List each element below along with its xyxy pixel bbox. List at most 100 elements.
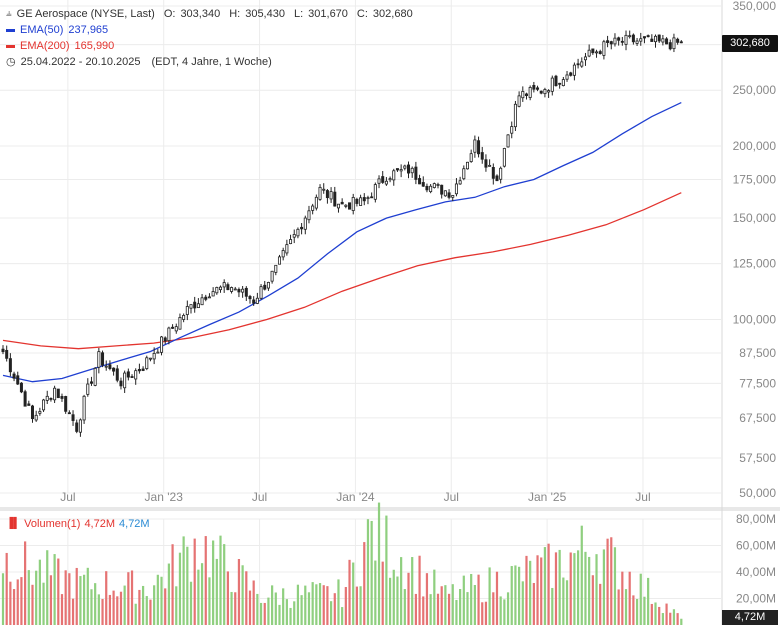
volume-bar xyxy=(529,560,532,625)
candle-body xyxy=(215,287,219,294)
ema50-polyline xyxy=(2,102,682,383)
volume-bar xyxy=(60,594,64,625)
chart-legend: ⫨ GE Aerospace (NYSE, Last) O: 303,340 H… xyxy=(6,6,413,70)
candle-body xyxy=(126,371,130,378)
period-range: 25.04.2022 - 20.10.2025 xyxy=(20,56,141,68)
price-tick-label: 57,500 xyxy=(739,451,776,465)
candle xyxy=(499,166,503,184)
ema50-value: 237,965 xyxy=(68,24,109,36)
candle xyxy=(78,418,82,437)
volume-bar xyxy=(363,542,366,625)
candle xyxy=(462,165,466,181)
volume-bar xyxy=(388,577,392,625)
candle xyxy=(668,39,672,51)
volume-bar xyxy=(602,549,606,625)
candle-body xyxy=(196,303,200,309)
volume-bar xyxy=(510,566,513,625)
candlestick-icon: ⫨ xyxy=(6,8,12,19)
candle-body xyxy=(591,48,595,54)
candle xyxy=(174,323,178,334)
volume-bar xyxy=(654,602,657,625)
volume-bar xyxy=(164,588,167,625)
candle xyxy=(266,281,270,291)
candle xyxy=(547,89,551,98)
candle xyxy=(583,52,587,66)
volume-tick-label: 80,00M xyxy=(736,512,776,526)
candle-body xyxy=(344,204,348,207)
volume-bar xyxy=(167,563,170,625)
candle xyxy=(388,176,392,183)
candle-body xyxy=(12,373,16,379)
volume-bar xyxy=(149,599,152,625)
volume-bar xyxy=(212,540,215,625)
candle xyxy=(49,397,53,402)
price-candles xyxy=(1,30,683,437)
volume-bar xyxy=(459,589,462,625)
candle xyxy=(620,36,624,46)
candle xyxy=(425,183,429,193)
candle xyxy=(407,161,411,179)
candle-body xyxy=(536,87,540,90)
volume-bar xyxy=(318,583,322,625)
time-tick-label: Jul xyxy=(252,490,267,504)
volume-bar xyxy=(617,589,620,625)
candle-body xyxy=(252,299,256,304)
ema200-label: EMA(200) xyxy=(20,40,70,52)
volume-bar xyxy=(208,577,211,625)
candle-body xyxy=(27,403,31,406)
candle xyxy=(639,32,643,46)
volume-bar xyxy=(444,585,447,625)
candle xyxy=(421,176,425,187)
candle xyxy=(351,193,355,215)
candle xyxy=(451,194,455,202)
candle xyxy=(71,410,75,426)
price-tick-label: 50,000 xyxy=(739,486,776,500)
candle-body xyxy=(108,364,112,369)
volume-bar xyxy=(481,602,484,625)
candle xyxy=(488,159,492,167)
ema200-legend[interactable]: EMA(200) 165,990 xyxy=(6,38,413,54)
candle xyxy=(252,296,256,306)
volume-bar xyxy=(182,536,185,625)
volume-bar xyxy=(676,613,679,625)
volume-bar xyxy=(230,591,233,625)
candle-body xyxy=(565,74,569,80)
candle-body xyxy=(628,35,632,38)
volume-bar xyxy=(130,570,134,625)
volume-bar xyxy=(422,596,425,625)
volume-bar xyxy=(588,556,591,625)
volume-bar xyxy=(392,569,395,625)
candle-body xyxy=(665,38,669,45)
candle-body xyxy=(185,306,189,315)
candle-body xyxy=(598,51,602,54)
volume-bar xyxy=(348,559,351,625)
candle xyxy=(333,186,337,207)
candle-body xyxy=(488,164,492,167)
candle-body xyxy=(381,176,385,183)
candle xyxy=(38,407,42,416)
volume-bar xyxy=(160,576,163,625)
candle-body xyxy=(336,203,340,209)
candle-body xyxy=(204,296,208,300)
candle-body xyxy=(60,396,64,399)
candle xyxy=(89,376,93,386)
candle xyxy=(480,146,484,164)
candle-body xyxy=(572,64,576,76)
candle xyxy=(654,34,658,48)
candle-body xyxy=(89,381,93,384)
volume-bar xyxy=(536,555,539,625)
candle-body xyxy=(447,192,451,198)
candle-body xyxy=(329,191,333,200)
volume-bar xyxy=(5,552,8,625)
candle xyxy=(193,296,197,313)
volume-bar xyxy=(9,581,12,625)
ema50-legend[interactable]: EMA(50) 237,965 xyxy=(6,22,413,38)
volume-bar xyxy=(112,590,115,625)
candle-body xyxy=(237,289,241,293)
candle xyxy=(215,286,219,295)
volume-bar xyxy=(241,565,244,625)
candle xyxy=(101,350,105,368)
volume-bar xyxy=(64,570,67,625)
title-row: ⫨ GE Aerospace (NYSE, Last) O: 303,340 H… xyxy=(6,6,413,22)
candle-body xyxy=(222,282,226,288)
